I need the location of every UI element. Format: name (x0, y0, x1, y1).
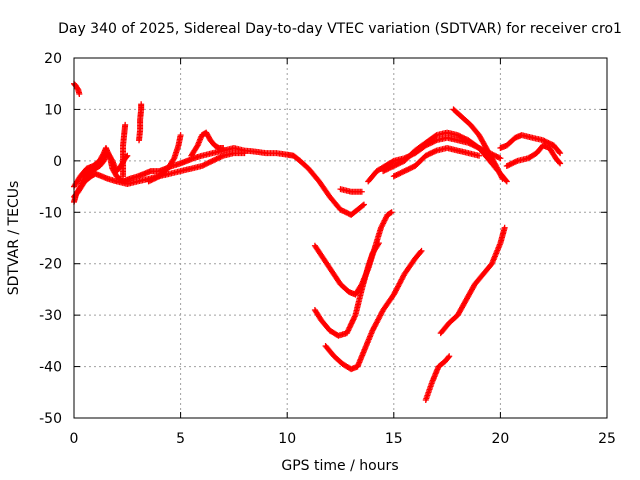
data-points (71, 80, 564, 403)
data-point (497, 155, 504, 162)
data-point (108, 156, 115, 163)
series-arc-afternoon-upper (380, 129, 510, 185)
data-point (557, 160, 564, 167)
series-arc-afternoon-lower (390, 145, 483, 180)
data-point (360, 201, 367, 208)
chart-title: Day 340 of 2025, Sidereal Day-to-day VTE… (58, 21, 622, 37)
data-point (170, 156, 177, 163)
data-point (557, 150, 564, 157)
series-arc-evening-lower (503, 142, 564, 169)
data-point (375, 241, 382, 248)
series-arc-evening (497, 132, 564, 157)
data-point (76, 91, 83, 97)
data-point (388, 209, 395, 216)
data-point (389, 158, 396, 165)
data-point (556, 149, 563, 156)
data-point (241, 150, 248, 157)
y-tick-label: -50 (39, 411, 62, 427)
series-arc-dip-13 (296, 157, 367, 218)
data-point (445, 354, 452, 361)
series-arc-deep-34 (311, 240, 382, 339)
y-tick-label: 0 (53, 154, 62, 170)
x-tick-label: 5 (176, 431, 185, 447)
x-tick-label: 25 (598, 431, 616, 447)
data-point (177, 132, 184, 139)
data-point (556, 159, 563, 166)
data-point (359, 202, 366, 209)
series-arc-flat-13 (337, 186, 365, 195)
data-point (418, 247, 425, 254)
y-tick-label: -30 (39, 308, 62, 324)
data-point (476, 152, 483, 159)
x-tick-label: 15 (385, 431, 403, 447)
data-point (138, 101, 145, 108)
data-point (417, 248, 424, 255)
x-tick-label: 0 (70, 431, 79, 447)
data-point (122, 121, 129, 128)
x-tick-label: 10 (278, 431, 296, 447)
y-tick-label: -10 (39, 205, 62, 221)
y-tick-label: -20 (39, 257, 62, 273)
data-point (375, 240, 382, 247)
series-arc-spike-2 (120, 121, 129, 180)
y-tick-label: 10 (44, 102, 62, 118)
data-point (502, 177, 509, 184)
data-point (358, 188, 365, 195)
series-arc-peak-18 (450, 106, 506, 182)
series-arc-early-spike (71, 80, 83, 97)
data-point (446, 353, 453, 360)
data-point (503, 178, 510, 185)
series-arc-rise-5 (145, 132, 184, 185)
y-axis-title: SDTVAR / TECUs (6, 181, 22, 296)
data-point (499, 175, 506, 182)
plot-frame (73, 57, 608, 419)
series-arc-late-rise (437, 224, 508, 337)
series-arc-deep-46 (422, 353, 453, 403)
y-tick-label: 20 (44, 51, 62, 67)
series-arc-spike-3 (136, 101, 145, 144)
data-point (501, 224, 508, 231)
series-arc-deep-40 (322, 247, 425, 373)
x-axis-title: GPS time / hours (281, 458, 398, 474)
axis-ticks: 0 5 10 15 20 25 -50 -40 -30 -20 -10 0 10 20 (39, 51, 616, 447)
x-tick-label: 20 (491, 431, 509, 447)
series-arc-bump-6 (188, 129, 227, 159)
y-tick-label: -40 (39, 360, 62, 376)
data-point (220, 145, 227, 151)
data-point (432, 133, 439, 139)
